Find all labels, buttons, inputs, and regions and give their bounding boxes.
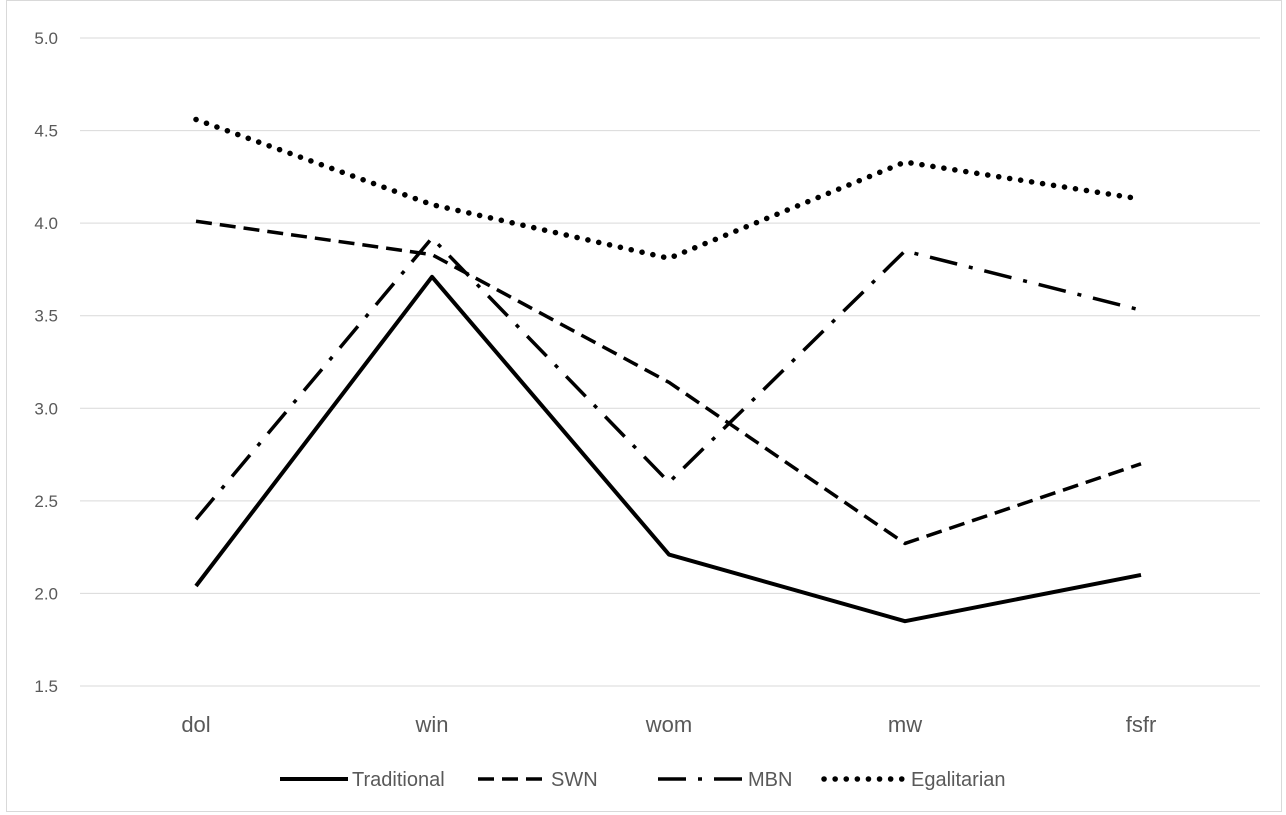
series-line-mbn <box>194 236 1142 521</box>
legend-label-traditional: Traditional <box>352 769 445 791</box>
y-tick-label: 5.0 <box>34 29 58 48</box>
series-lines <box>193 116 1144 624</box>
x-tick-label: dol <box>181 712 210 737</box>
legend-label-swn: SWN <box>551 769 598 791</box>
x-tick-label: fsfr <box>1126 712 1157 737</box>
series-line-swn <box>195 219 1142 546</box>
y-tick-label: 2.5 <box>34 492 58 511</box>
series-line-egalitarian <box>193 116 1144 262</box>
x-tick-label: wom <box>645 712 692 737</box>
legend: Traditional SWN MBN Egalitarian <box>280 769 1006 791</box>
legend-label-mbn: MBN <box>748 769 792 791</box>
y-tick-label: 1.5 <box>34 677 58 696</box>
y-tick-label: 4.0 <box>34 214 58 233</box>
y-tick-label: 3.0 <box>34 399 58 418</box>
y-axis-tick-labels: 1.5 2.0 2.5 3.0 3.5 4.0 4.5 5.0 <box>34 29 58 696</box>
legend-label-egalitarian: Egalitarian <box>911 769 1006 791</box>
y-tick-label: 4.5 <box>34 122 58 141</box>
gridlines <box>80 37 1260 687</box>
chart-area <box>6 0 1282 812</box>
series-line-traditional <box>194 274 1142 624</box>
y-tick-label: 3.5 <box>34 307 58 326</box>
x-tick-label: mw <box>888 712 922 737</box>
y-tick-label: 2.0 <box>34 584 58 603</box>
x-tick-label: win <box>414 712 448 737</box>
x-axis-tick-labels: dol win wom mw fsfr <box>181 712 1156 737</box>
